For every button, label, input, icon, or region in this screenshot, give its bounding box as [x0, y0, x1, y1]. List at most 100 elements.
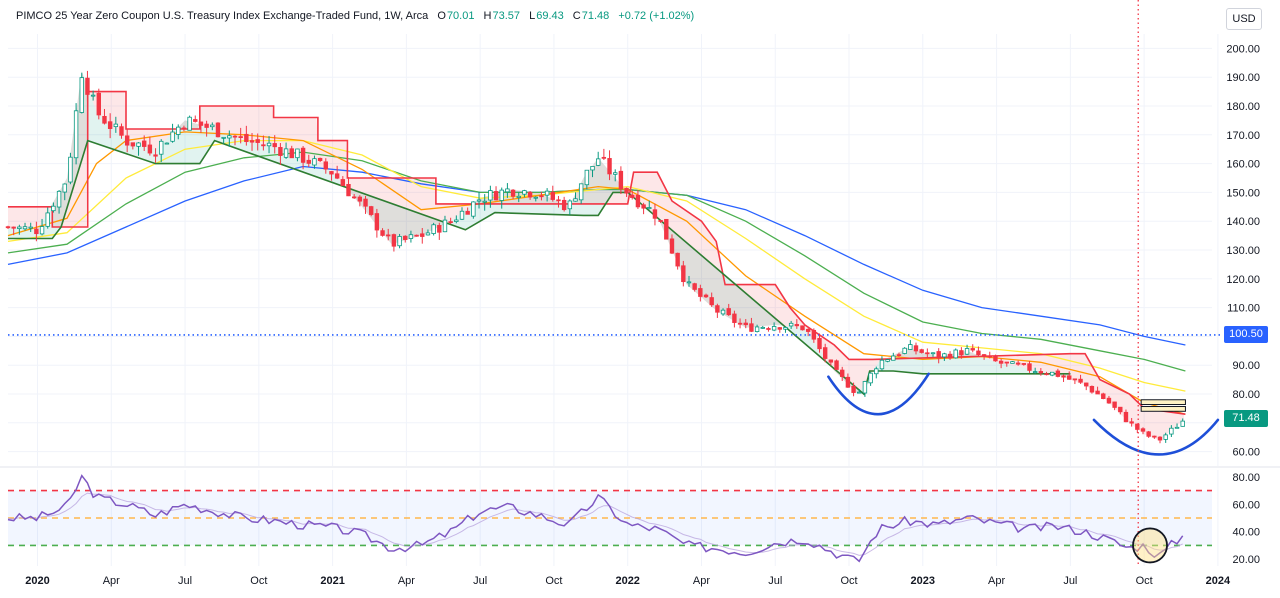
candle-body — [476, 199, 482, 202]
oscillator-axis-label: 40.00 — [1232, 527, 1260, 539]
candle-body — [357, 196, 363, 202]
candle-body — [39, 226, 45, 235]
candle-body — [754, 326, 760, 332]
candle-body — [896, 354, 902, 357]
candle-body — [720, 309, 726, 315]
time-axis-label: Oct — [1136, 575, 1153, 587]
candle-body — [584, 169, 590, 186]
candle-body — [141, 140, 147, 147]
candle-body — [669, 238, 675, 254]
candle-body — [90, 94, 96, 97]
candle-body — [539, 195, 544, 198]
candle-body — [749, 323, 754, 332]
candle-body — [1032, 371, 1038, 373]
candle-body — [266, 142, 272, 147]
candle-body — [550, 191, 555, 200]
candle-body — [408, 234, 414, 239]
candle-body — [732, 313, 737, 323]
candle-body — [1067, 375, 1072, 380]
candle-body — [981, 354, 987, 357]
candle-body — [1112, 401, 1117, 408]
candle-body — [159, 140, 164, 155]
candle-body — [964, 348, 970, 355]
candle-body — [346, 184, 351, 197]
time-axis-label: Apr — [103, 575, 120, 587]
candle-body — [272, 143, 277, 148]
candle-body — [533, 196, 538, 199]
lower-stop-line — [8, 139, 1071, 396]
candle-body — [800, 325, 805, 331]
low-value: 69.43 — [536, 10, 564, 22]
candle-body — [618, 170, 624, 190]
candle-body — [970, 348, 975, 351]
candle-body — [516, 195, 521, 198]
oscillator-highlight-circle — [1132, 527, 1168, 564]
candle-body — [578, 183, 584, 201]
candle-body — [420, 233, 425, 237]
candle-body — [567, 200, 573, 210]
candle-body — [153, 154, 158, 157]
candle-body — [459, 210, 465, 220]
candle-body — [482, 200, 487, 203]
candle-body — [386, 234, 391, 237]
candle-body — [1072, 378, 1078, 381]
candle-body — [130, 142, 136, 147]
candle-body — [862, 381, 868, 394]
candle-body — [1135, 423, 1140, 430]
time-axis-label: Apr — [988, 575, 1005, 587]
candle-body — [193, 119, 198, 122]
candle-body — [79, 77, 84, 113]
candle-body — [811, 329, 817, 340]
candle-body — [959, 350, 964, 356]
price-axis-label: 150.00 — [1226, 187, 1260, 199]
candle-body — [703, 294, 709, 298]
candle-body — [647, 207, 652, 210]
candle-body — [675, 252, 680, 267]
candle-body — [879, 359, 885, 370]
candle-body — [403, 235, 408, 240]
candle-body — [306, 159, 311, 164]
sma-fast-line — [7, 131, 1186, 415]
candle-body — [5, 226, 11, 229]
candle-body — [760, 326, 765, 329]
candle-body — [817, 338, 822, 350]
candle-body — [499, 189, 504, 201]
candle-body — [976, 350, 981, 356]
candle-body — [874, 368, 879, 375]
candle-body — [664, 218, 669, 240]
candle-body — [902, 347, 907, 354]
candle-body — [210, 124, 215, 128]
candle-body — [289, 148, 294, 159]
candle-body — [164, 142, 170, 145]
candle-body — [908, 344, 913, 350]
candle-body — [85, 77, 90, 95]
currency-button[interactable]: USD — [1226, 8, 1262, 30]
candle-body — [170, 131, 175, 142]
candle-body — [822, 347, 828, 359]
candle-body — [681, 265, 686, 283]
candle-body — [221, 136, 226, 139]
candle-body — [471, 201, 476, 217]
candle-body — [601, 156, 607, 159]
time-axis-label: 2022 — [615, 575, 639, 587]
candle-body — [993, 356, 998, 362]
candle-body — [51, 205, 56, 212]
candle-body — [522, 190, 527, 195]
candle-body — [22, 226, 28, 230]
candle-body — [374, 213, 380, 231]
candle-body — [885, 359, 890, 362]
low-label: L — [529, 10, 536, 22]
candle-body — [573, 198, 578, 202]
close-value: 71.48 — [581, 10, 610, 22]
candle-body — [238, 136, 243, 138]
candle-body — [232, 135, 238, 138]
time-axis-label: Jul — [178, 575, 192, 587]
candle-body — [119, 126, 124, 136]
candle-body — [102, 115, 107, 124]
time-axis-label: Oct — [250, 575, 267, 587]
price-axis-label: 130.00 — [1226, 245, 1260, 257]
candle-body — [1169, 427, 1174, 435]
candle-body — [323, 161, 328, 170]
